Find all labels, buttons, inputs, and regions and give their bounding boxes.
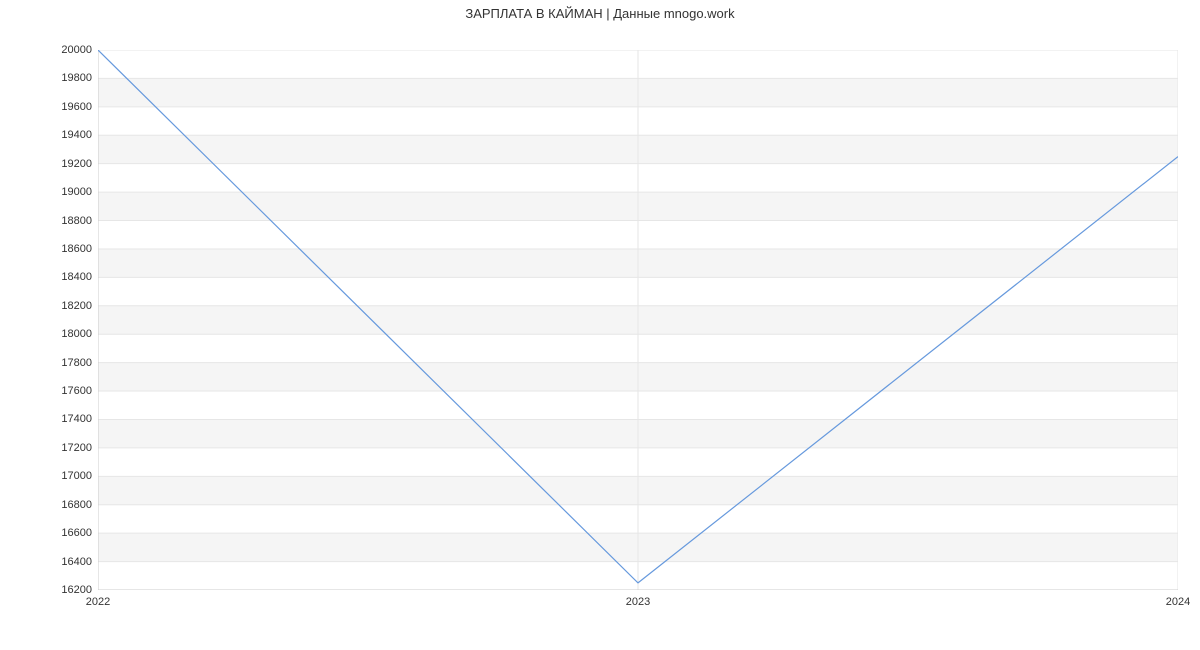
chart-title: ЗАРПЛАТА В КАЙМАН | Данные mnogo.work	[0, 6, 1200, 21]
y-tick-label: 18400	[61, 271, 98, 283]
y-tick-label: 18000	[61, 328, 98, 340]
y-tick-label: 18600	[61, 243, 98, 255]
y-tick-label: 18800	[61, 215, 98, 227]
y-tick-label: 17400	[61, 413, 98, 425]
y-tick-label: 19800	[61, 72, 98, 84]
x-tick-label: 2022	[86, 590, 110, 608]
y-tick-label: 19200	[61, 158, 98, 170]
y-tick-label: 16400	[61, 556, 98, 568]
y-tick-label: 19600	[61, 101, 98, 113]
x-tick-label: 2023	[626, 590, 650, 608]
y-tick-label: 16800	[61, 499, 98, 511]
y-tick-label: 17600	[61, 385, 98, 397]
y-tick-label: 20000	[61, 44, 98, 56]
y-tick-label: 17200	[61, 442, 98, 454]
y-tick-label: 19400	[61, 129, 98, 141]
y-tick-label: 16600	[61, 527, 98, 539]
y-tick-label: 17000	[61, 470, 98, 482]
salary-chart: ЗАРПЛАТА В КАЙМАН | Данные mnogo.work 16…	[0, 0, 1200, 650]
chart-svg	[98, 50, 1178, 590]
y-tick-label: 18200	[61, 300, 98, 312]
y-tick-label: 19000	[61, 186, 98, 198]
x-tick-label: 2024	[1166, 590, 1190, 608]
y-tick-label: 17800	[61, 357, 98, 369]
plot-area: 1620016400166001680017000172001740017600…	[98, 50, 1178, 590]
